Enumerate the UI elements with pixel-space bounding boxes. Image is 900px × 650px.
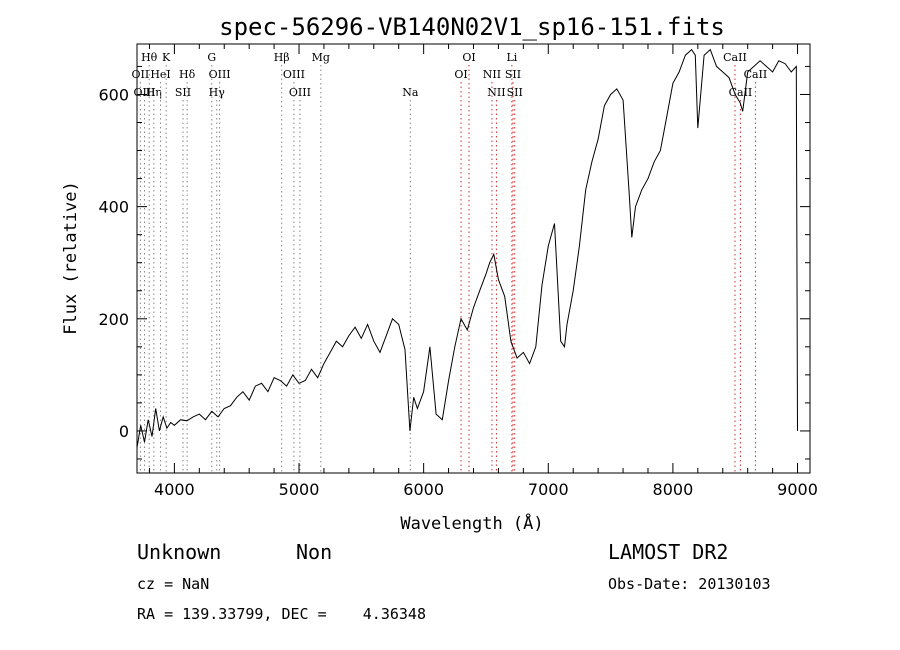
x-axis-label: Wavelength (Å) (400, 512, 543, 534)
emission-line-markers: HθOIIOIIIHηHeIKHδSIIGOIIIHγHβOIIIOIIIMgN… (132, 51, 768, 473)
y-tick-label-0: 0 (119, 422, 129, 441)
emission-line-label-1: OII (132, 68, 150, 81)
emission-line-label-16: OI (454, 68, 467, 81)
x-tick-label-7000: 7000 (528, 480, 569, 499)
x-tick-label-5000: 5000 (279, 480, 320, 499)
y-tick-label-600: 600 (98, 85, 129, 104)
emission-line-label-6: Hδ (179, 68, 196, 81)
emission-line-label-10: Hγ (209, 86, 226, 99)
emission-line-label-3: Hη (146, 86, 162, 99)
x-axis-ticks: 4000 5000 6000 7000 8000 9000 (148, 44, 818, 499)
emission-line-label-22: SII (507, 86, 523, 99)
survey-name: LAMOST DR2 (608, 540, 728, 564)
emission-line-label-17: OI (462, 51, 475, 64)
object-class: Unknown (137, 540, 221, 564)
emission-line-label-15: Na (402, 86, 419, 99)
x-tick-label-6000: 6000 (403, 480, 444, 499)
emission-line-label-19: NII (487, 86, 505, 99)
x-tick-label-9000: 9000 (777, 480, 818, 499)
emission-line-label-23: CaII (723, 51, 747, 64)
y-axis-ticks: 0 200 400 600 (98, 65, 810, 460)
ra-dec-coords: RA = 139.33799, DEC = 4.36348 (137, 605, 426, 623)
emission-line-label-7: SII (175, 86, 191, 99)
emission-line-label-4: HeI (150, 68, 170, 81)
emission-line-label-2: OIII (133, 86, 155, 99)
plot-frame (136, 43, 811, 474)
emission-line-label-8: G (207, 51, 216, 64)
emission-line-label-11: Hβ (274, 51, 290, 64)
y-tick-label-400: 400 (98, 198, 129, 217)
emission-line-label-24: CaII (729, 86, 753, 99)
y-tick-label-200: 200 (98, 310, 129, 329)
emission-line-label-12: OIII (283, 68, 305, 81)
obs-date: Obs-Date: 20130103 (608, 575, 771, 593)
emission-line-label-25: CaII (744, 68, 768, 81)
x-tick-label-8000: 8000 (653, 480, 694, 499)
y-axis-label: Flux (relative) (61, 181, 81, 335)
emission-line-label-13: OIII (289, 86, 311, 99)
redshift-cz: cz = NaN (137, 575, 209, 593)
chart-title: spec-56296-VB140N02V1_sp16-151.fits (219, 13, 725, 41)
object-subclass: Non (296, 540, 332, 564)
emission-line-label-20: Li (506, 51, 517, 64)
emission-line-label-21: SII (505, 68, 521, 81)
emission-line-label-14: Mg (312, 51, 330, 64)
emission-line-label-5: K (162, 51, 171, 64)
x-tick-label-4000: 4000 (154, 480, 195, 499)
emission-line-label-9: OIII (209, 68, 231, 81)
emission-line-label-18: NII (483, 68, 501, 81)
emission-line-label-0: Hθ (141, 51, 158, 64)
spectrum-line (136, 48, 798, 448)
